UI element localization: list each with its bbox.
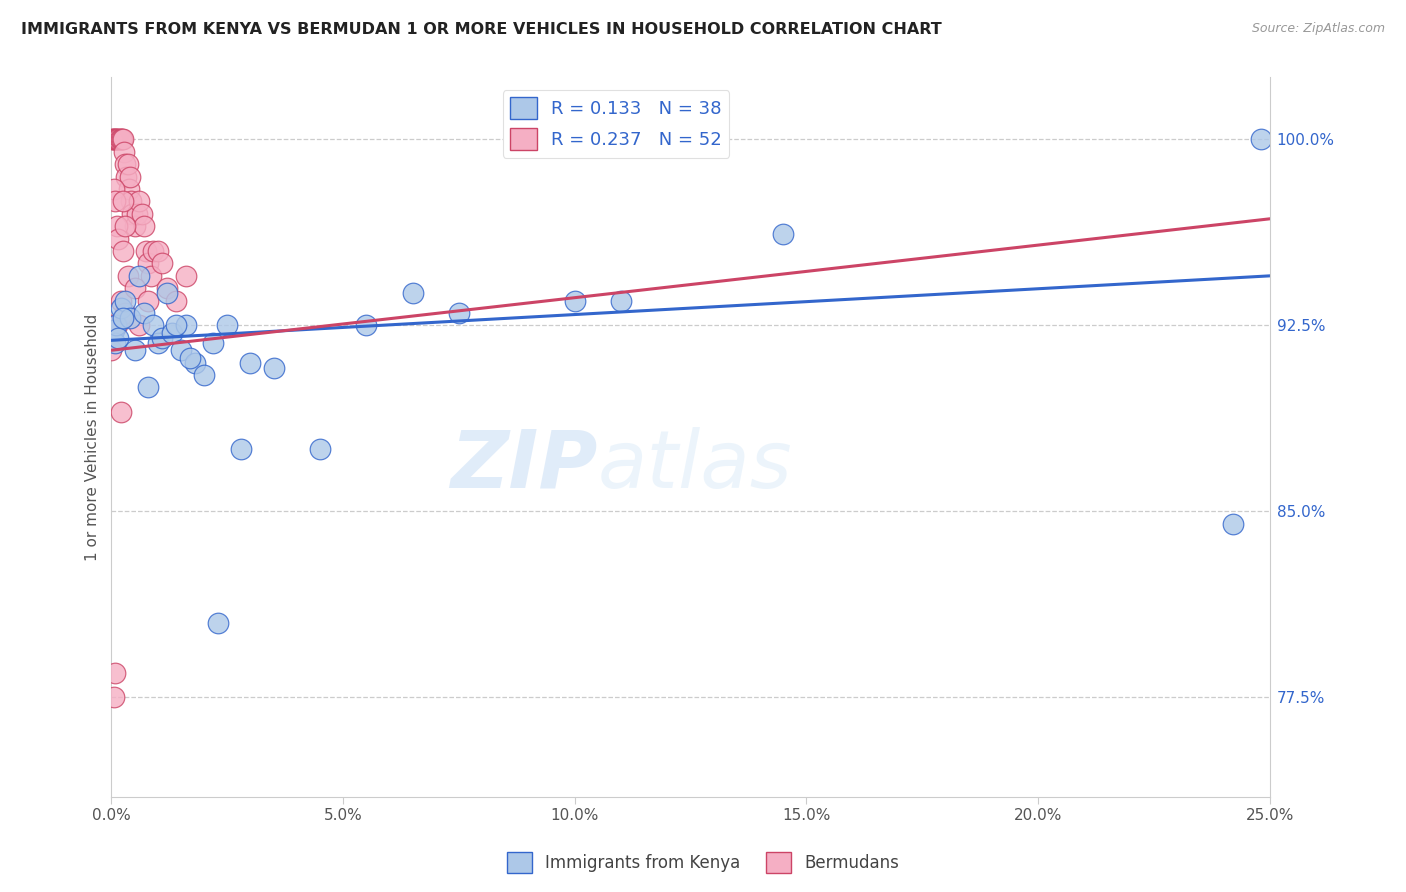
Point (105, 318, 128, 333)
Point (156, 281, 179, 295)
Point (610, 293, 633, 308)
Point (131, 207, 153, 221)
Point (184, 356, 207, 370)
Point (142, 318, 165, 333)
Point (103, 132, 125, 146)
Point (105, 132, 128, 146)
Point (121, 207, 143, 221)
Point (124, 343, 146, 358)
Point (105, 318, 128, 333)
Point (125, 207, 148, 221)
Point (1222, 516, 1244, 531)
Text: IMMIGRANTS FROM KENYA VS BERMUDAN 1 OR MORE VEHICLES IN HOUSEHOLD CORRELATION CH: IMMIGRANTS FROM KENYA VS BERMUDAN 1 OR M… (21, 22, 942, 37)
Point (132, 306, 155, 320)
Point (117, 268, 139, 283)
Point (165, 318, 187, 333)
Point (354, 318, 377, 333)
Point (174, 318, 197, 333)
Point (111, 194, 134, 209)
Point (103, 182, 125, 196)
Point (263, 360, 285, 375)
Point (110, 132, 132, 146)
Point (107, 331, 129, 345)
Point (105, 132, 128, 146)
Text: atlas: atlas (598, 427, 793, 505)
Point (239, 356, 262, 370)
Point (105, 219, 128, 234)
Point (118, 311, 141, 326)
Point (150, 256, 173, 270)
Point (207, 616, 229, 631)
Point (124, 281, 146, 295)
Point (114, 219, 136, 234)
Point (165, 293, 187, 308)
Point (150, 331, 173, 345)
Legend: Immigrants from Kenya, Bermudans: Immigrants from Kenya, Bermudans (501, 846, 905, 880)
Point (114, 157, 136, 171)
Point (114, 306, 136, 320)
Point (447, 306, 470, 320)
Point (128, 194, 150, 209)
Point (120, 194, 142, 209)
Point (104, 665, 127, 680)
Point (110, 301, 132, 315)
Point (132, 219, 155, 234)
Point (112, 145, 135, 159)
Point (135, 244, 157, 258)
Point (1250, 132, 1272, 146)
Point (138, 293, 160, 308)
Point (217, 318, 239, 333)
Point (156, 286, 179, 301)
Point (101, 132, 124, 146)
Point (107, 132, 129, 146)
Point (772, 227, 794, 241)
Point (110, 293, 132, 308)
Point (103, 323, 125, 337)
Point (401, 286, 423, 301)
Point (104, 335, 127, 350)
Point (128, 318, 150, 333)
Legend: R = 0.133   N = 38, R = 0.237   N = 52: R = 0.133 N = 38, R = 0.237 N = 52 (503, 90, 730, 158)
Point (564, 293, 586, 308)
Point (170, 343, 193, 358)
Point (142, 244, 165, 258)
Point (138, 256, 160, 270)
Point (202, 335, 225, 350)
Point (118, 182, 141, 196)
Text: Source: ZipAtlas.com: Source: ZipAtlas.com (1251, 22, 1385, 36)
Point (111, 244, 134, 258)
Point (138, 380, 160, 394)
Point (231, 442, 253, 457)
Point (107, 232, 129, 246)
Point (193, 368, 215, 382)
Point (103, 690, 125, 705)
Text: ZIP: ZIP (450, 427, 598, 505)
Point (118, 169, 141, 184)
Point (100, 343, 122, 358)
Point (111, 311, 134, 326)
Point (115, 169, 138, 184)
Point (139, 268, 162, 283)
Point (111, 132, 134, 146)
Point (160, 326, 183, 340)
Point (146, 335, 169, 350)
Y-axis label: 1 or more Vehicles in Household: 1 or more Vehicles in Household (86, 313, 100, 561)
Point (110, 132, 132, 146)
Point (100, 318, 122, 333)
Point (110, 405, 132, 419)
Point (104, 194, 127, 209)
Point (108, 132, 131, 146)
Point (146, 244, 169, 258)
Point (179, 351, 201, 365)
Point (309, 442, 332, 457)
Point (103, 132, 125, 146)
Point (117, 157, 139, 171)
Point (104, 132, 127, 146)
Point (128, 268, 150, 283)
Point (174, 268, 197, 283)
Point (124, 219, 146, 234)
Point (114, 293, 136, 308)
